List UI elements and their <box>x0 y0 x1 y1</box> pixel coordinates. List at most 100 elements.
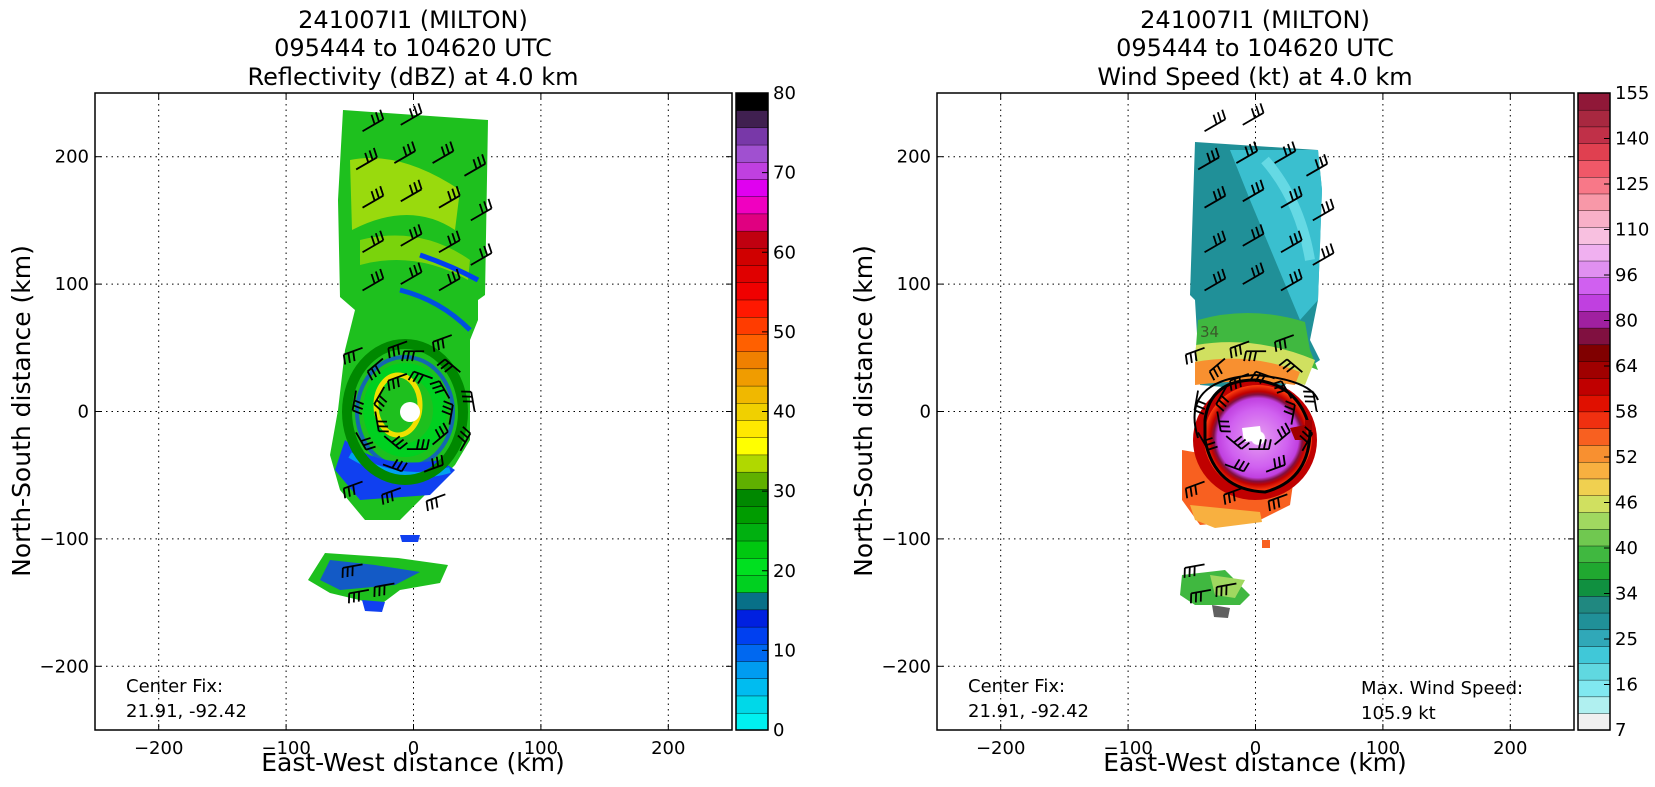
wind-barb <box>400 179 423 203</box>
wind-barb <box>1248 439 1272 451</box>
colorbar-tick-label: 60 <box>773 242 796 263</box>
colorbar-swatch <box>1577 126 1611 144</box>
colorbar-swatch <box>1577 662 1611 681</box>
colorbar-tick-label: 30 <box>773 481 796 502</box>
colorbar-swatch <box>1577 344 1611 362</box>
wind-barb <box>1229 340 1250 359</box>
colorbar-swatch <box>735 385 769 404</box>
wind-barb <box>1204 268 1227 292</box>
colorbar-swatch <box>735 592 769 611</box>
colorbar-swatch <box>1577 595 1611 614</box>
y-tick-label: −100 <box>882 529 931 550</box>
y-tick-label: −200 <box>40 656 89 677</box>
colorbar-swatch <box>1577 696 1611 714</box>
colorbar-swatch <box>1577 193 1611 211</box>
wind-barb <box>1204 109 1227 132</box>
colorbar-swatch <box>735 92 769 111</box>
wind-barb <box>441 400 454 425</box>
colorbar-swatch <box>1577 645 1611 664</box>
colorbar-swatch <box>1577 394 1611 413</box>
max-wind-speed-value: 105.9 kt <box>1361 703 1436 724</box>
colorbar-swatch <box>1577 528 1611 547</box>
wind-barb <box>1184 346 1205 365</box>
x-tick-label: 100 <box>1366 738 1400 759</box>
colorbar-swatch <box>1577 377 1611 396</box>
wind-barb <box>1216 411 1231 433</box>
colorbar-tick-label: 20 <box>773 561 796 582</box>
left-plot-area <box>95 93 732 730</box>
x-tick-label: 0 <box>408 738 419 759</box>
colorbar-swatch <box>1577 461 1611 480</box>
colorbar-swatch <box>1577 243 1611 262</box>
wind-barb <box>1280 185 1303 209</box>
colorbar-swatch <box>735 368 769 387</box>
wind-barb <box>470 198 493 222</box>
colorbar-swatch <box>1577 428 1611 446</box>
colorbar-swatch <box>735 643 769 662</box>
right-title-line-1: 241007I1 (MILTON) <box>1140 6 1370 34</box>
wind-barb <box>1280 230 1303 254</box>
colorbar-swatch <box>735 557 769 576</box>
left-wind-barbs <box>341 103 493 604</box>
wind-barb <box>1278 358 1303 373</box>
wind-barb <box>1229 373 1250 391</box>
wind-barb <box>429 380 451 399</box>
left-center-fix-value: 21.91, -92.42 <box>126 701 247 722</box>
colorbar-swatch <box>1577 293 1611 312</box>
wind-speed-colorbar <box>1577 92 1611 731</box>
wind-barb <box>438 185 461 209</box>
wind-barb <box>1312 198 1335 222</box>
wind-barb <box>1271 380 1293 399</box>
colorbar-swatch <box>1577 629 1611 647</box>
colorbar-tick-label: 58 <box>1615 402 1638 423</box>
wind-barb <box>362 185 385 209</box>
wind-barb <box>400 262 423 285</box>
right-center-fix-value: 21.91, -92.42 <box>968 701 1089 722</box>
colorbar-swatch <box>1577 562 1611 580</box>
wind-barb <box>342 480 363 499</box>
colorbar-swatch <box>1577 361 1611 379</box>
x-tick-label: −200 <box>134 738 183 759</box>
colorbar-swatch <box>735 230 769 249</box>
wind-barb <box>436 358 461 373</box>
colorbar-swatch <box>735 110 769 129</box>
y-tick-label: 0 <box>78 402 89 423</box>
y-tick-label: 100 <box>55 274 89 295</box>
wind-barb <box>464 154 487 177</box>
wind-barb <box>387 340 408 359</box>
colorbar-tick-label: 46 <box>1615 493 1638 514</box>
colorbar-swatch <box>735 523 769 542</box>
y-tick-label: −200 <box>882 656 931 677</box>
wind-barb <box>432 141 455 164</box>
wind-barb <box>1274 334 1295 352</box>
colorbar-tick-label: 155 <box>1615 83 1649 104</box>
wind-barb <box>393 141 417 164</box>
colorbar-swatch <box>1577 143 1611 161</box>
colorbar-swatch <box>1577 159 1611 178</box>
wind-barb <box>1242 179 1265 203</box>
colorbar-tick-label: 80 <box>1615 311 1638 332</box>
wind-barb <box>432 334 453 352</box>
colorbar-swatch <box>1577 411 1611 429</box>
colorbar-swatch <box>735 505 769 525</box>
wind-barb <box>373 386 388 412</box>
wind-barb <box>1303 390 1318 412</box>
wind-barb <box>362 268 385 292</box>
x-tick-label: 0 <box>1250 738 1261 759</box>
wind-barb <box>387 373 408 391</box>
wind-barb <box>342 346 363 365</box>
wind-barb <box>1312 243 1335 266</box>
colorbar-swatch <box>735 127 769 146</box>
colorbar-tick-label: 34 <box>1615 584 1638 605</box>
colorbar-swatch <box>735 678 769 697</box>
colorbar-swatch <box>735 161 769 180</box>
y-tick-label: −100 <box>40 529 89 550</box>
wind-barb <box>1242 224 1265 247</box>
wind-barb <box>1197 431 1218 451</box>
left-colorbar-ticks: 0 10 20 30 40 50 60 70 80 <box>762 83 796 741</box>
wind-barb <box>373 582 395 597</box>
contour-label-34: 34 <box>1200 323 1219 341</box>
wind-barb <box>355 431 376 451</box>
wind-barb <box>1243 350 1267 362</box>
wind-barb <box>1306 154 1329 177</box>
